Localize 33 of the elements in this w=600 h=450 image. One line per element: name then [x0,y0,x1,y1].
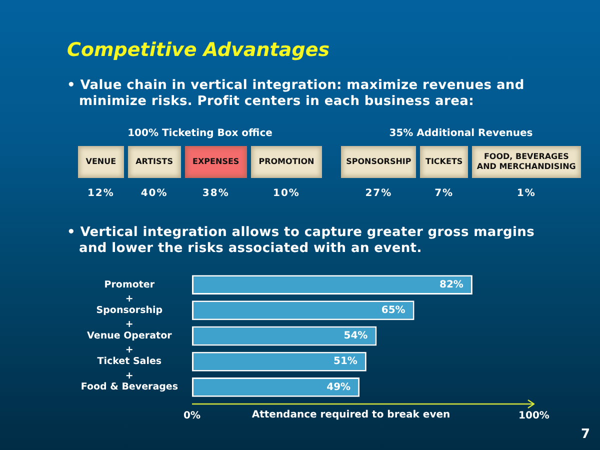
data-label: 49% [326,382,351,393]
y-tick-label: + Ticket Sales [97,344,162,368]
x-tick-label: 0% [184,410,200,422]
data-label: 51% [333,356,358,368]
data-label: 82% [440,279,464,290]
text: 7 [580,427,590,442]
data-label: 40% [140,188,169,200]
text: 35% Additional Revenues [388,127,534,141]
data-label: 27% [364,188,394,200]
data-label: 65% [381,304,406,316]
x-tick-label: 100% [518,410,550,422]
text: Competitive Advantages [67,38,331,62]
data-label: 54% [344,330,368,342]
category-label: ARTISTS [128,146,181,178]
data-label: 1% [516,188,537,200]
category-label: SPONSORSHIP [341,146,416,178]
x-axis-title: Attendance required to break even [252,410,450,421]
y-tick-label: + Sponsorship [96,293,163,316]
chart-subtitle: • Vertical integration allows to capture greater gross margins and lower the risks associated with an event. [67,225,536,257]
y-tick-label: + Venue Operator [87,319,172,342]
data-label: 12% [86,188,116,200]
data-label: 7% [434,188,455,200]
category-label: FOOD, BEVERAGES AND MERCHANDISING [472,146,581,178]
y-tick-label: Promoter [104,279,155,290]
category-label: TICKETS [420,146,468,178]
category-label: VENUE [78,146,124,178]
text: 100% Ticketing Box office [126,127,274,141]
text: • Value chain in vertical integration: maximize revenues and minimize risks. Profit centers in each business area: [67,78,526,110]
category-label: EXPENSES [184,146,247,178]
category-label: PROMOTION [250,146,322,178]
data-label: 38% [201,188,230,200]
y-tick-label: + Food & Beverages [80,370,178,393]
data-label: 10% [272,188,301,200]
